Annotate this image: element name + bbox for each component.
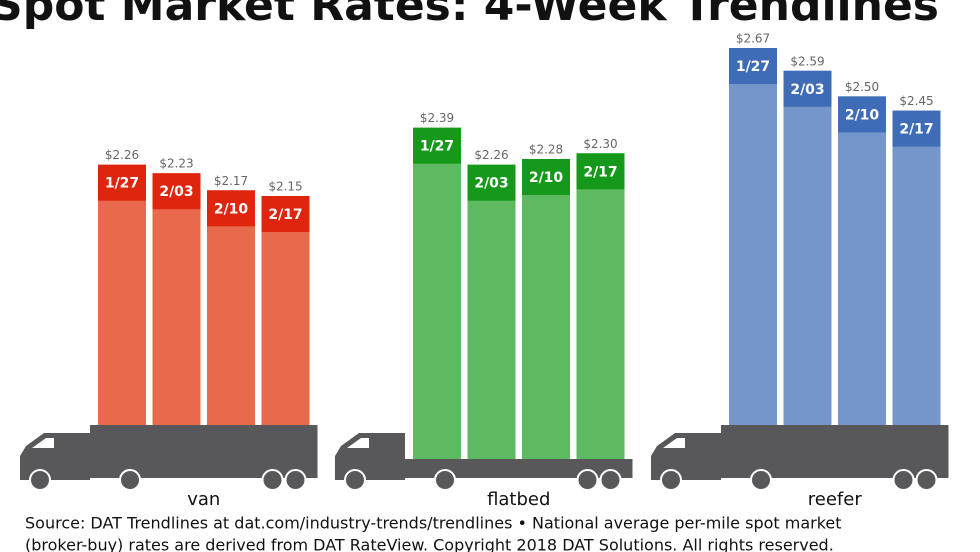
date-label: 2/03 [790,82,824,98]
bar [261,196,310,425]
value-label: $2.50 [845,80,879,94]
date-cap [152,173,201,210]
value-label: $2.26 [105,148,139,162]
trailer [90,425,318,477]
cab-window [32,438,54,448]
value-label: $2.23 [159,157,193,171]
date-cap [892,110,941,147]
wheel [119,469,141,491]
date-label: 2/10 [214,201,249,217]
date-label: 2/17 [583,164,617,180]
date-label: 2/03 [159,184,193,200]
date-label: 2/10 [845,107,880,123]
source-note: (broker-buy) rates are derived from DAT … [25,536,834,552]
value-label: $2.28 [529,143,563,157]
bar [892,110,941,425]
wheel [29,469,51,491]
date-label: 2/03 [474,176,508,192]
trailer [721,425,949,477]
bar [413,127,461,459]
wheel [599,469,622,491]
date-label: 1/27 [420,139,454,155]
wheel [660,469,682,491]
wheel [284,469,307,491]
date-label: 2/10 [529,170,564,186]
wheel [344,469,366,491]
chassis [711,470,949,478]
date-cap [576,153,625,190]
cab-window [663,438,685,448]
date-cap [98,164,146,201]
value-label: $2.59 [790,54,824,68]
value-label: $2.39 [420,111,454,125]
wheel [434,469,456,491]
bar [729,48,777,425]
date-cap [783,70,832,107]
wheel [750,469,772,491]
wheel [892,469,915,491]
bar [522,159,570,459]
date-cap [261,196,310,232]
bar [207,190,255,425]
date-cap [838,96,886,133]
date-cap [467,164,516,201]
trailer-type-label: flatbed [487,489,550,510]
bar [576,153,625,460]
date-label: 1/27 [736,59,770,75]
trailer-type-label: van [187,489,220,510]
date-label: 1/27 [105,176,139,192]
chassis [395,470,633,478]
cab-window [347,438,369,448]
bar [98,164,146,425]
date-cap [522,159,570,195]
trailer-type-label: reefer [808,489,863,510]
date-cap [413,127,461,164]
chart-title: Spot Market Rates: 4-Week Trendlines [0,0,939,31]
date-cap [207,190,255,227]
bar [467,164,516,459]
value-label: $2.15 [268,180,302,194]
source-note: Source: DAT Trendlines at dat.com/indust… [25,514,842,533]
value-label: $2.26 [474,148,508,162]
chassis [80,470,318,478]
date-cap [729,48,777,84]
bar [152,173,201,425]
value-label: $2.45 [899,94,933,108]
wheel [576,469,599,491]
date-label: 2/17 [268,207,302,223]
bar [783,70,832,426]
trailer-deck [405,459,633,471]
wheel [915,469,938,491]
wheel [261,469,284,491]
value-label: $2.30 [583,137,617,151]
date-label: 2/17 [899,122,933,138]
bar [838,96,886,425]
value-label: $2.67 [736,32,770,46]
value-label: $2.17 [214,174,248,188]
